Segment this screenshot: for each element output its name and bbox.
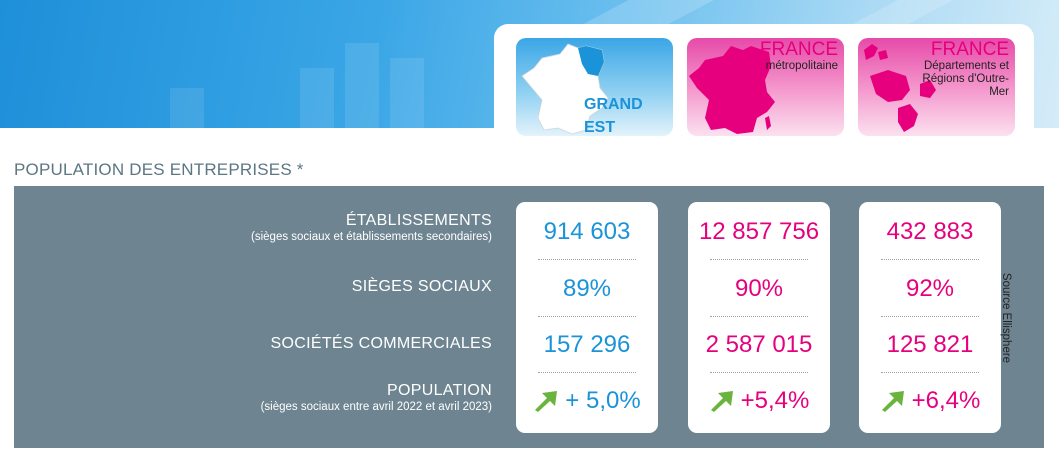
map-subtitle-france-dom: Départements et Régions d'Outre-Mer <box>922 60 1009 98</box>
value-sieges: 89% <box>562 275 612 302</box>
value-card-france-metro: 12 857 756 90% 2 587 015 +5,4% <box>688 202 830 433</box>
arrow-up-right-icon <box>535 391 558 412</box>
row-label-etablissements: ÉTABLISSEMENTS (sièges sociaux et établi… <box>251 212 492 243</box>
divider <box>881 259 979 260</box>
population-trend-value: + 5,0% <box>565 387 641 414</box>
divider <box>881 372 979 373</box>
value-sieges: 92% <box>905 275 955 302</box>
map-subtitle-france-metro: métropolitaine <box>765 60 838 72</box>
value-societes: 2 587 015 <box>705 331 813 358</box>
row-label-sieges: SIÈGES SOCIAUX <box>352 278 492 296</box>
divider <box>538 372 636 373</box>
value-population: +6,4% <box>859 387 1001 419</box>
row-label-text: SIÈGES SOCIAUX <box>351 278 492 295</box>
divider <box>881 316 979 317</box>
map-title-france-dom: FRANCE <box>930 39 1009 60</box>
row-label-subtext: (sièges sociaux entre avril 2022 et avri… <box>260 401 492 413</box>
value-etablissements: 432 883 <box>886 218 974 245</box>
population-trend-value: +6,4% <box>911 387 981 414</box>
row-label-population: POPULATION (sièges sociaux entre avril 2… <box>261 382 492 413</box>
france-map-grand-est-icon <box>521 43 609 135</box>
arrow-up-right-icon <box>710 391 733 412</box>
value-population: +5,4% <box>688 387 830 419</box>
banner-decor-bar <box>345 43 379 128</box>
row-label-text: POPULATION <box>387 382 492 399</box>
map-card-france-metro: FRANCE métropolitaine <box>687 38 844 136</box>
map-card-france-dom: FRANCE Départements et Régions d'Outre-M… <box>858 38 1015 136</box>
map-card-grand-est: GRAND EST <box>516 38 673 136</box>
data-panel: ÉTABLISSEMENTS (sièges sociaux et établi… <box>14 186 1044 448</box>
map-legend-panel: GRAND EST FRANCE métropolitaine FRANCE D… <box>494 24 1034 142</box>
value-sieges: 90% <box>734 275 784 302</box>
divider <box>710 372 808 373</box>
value-societes: 157 296 <box>543 331 631 358</box>
france-map-metro-icon <box>689 46 775 134</box>
section-title: POPULATION DES ENTREPRISES * <box>14 160 304 179</box>
map-label-grand-est: GRAND EST <box>584 96 643 136</box>
divider <box>710 316 808 317</box>
banner-decor-bar <box>390 58 424 128</box>
row-label-subtext: (sièges sociaux et établissements second… <box>251 231 492 243</box>
divider <box>538 259 636 260</box>
map-title-france-metro: FRANCE <box>759 39 838 60</box>
population-trend-value: +5,4% <box>740 387 810 414</box>
value-etablissements: 914 603 <box>543 218 631 245</box>
arrow-up-right-icon <box>881 391 904 412</box>
source-credit: Source Ellisphere <box>1000 272 1012 364</box>
value-card-grand-est: 914 603 89% 157 296 + 5,0% <box>516 202 658 433</box>
divider <box>710 259 808 260</box>
value-card-france-dom: 432 883 92% 125 821 +6,4% <box>859 202 1001 433</box>
dom-islands-map-icon <box>864 44 936 132</box>
row-label-societes: SOCIÉTÉS COMMERCIALES <box>271 335 492 353</box>
divider <box>538 316 636 317</box>
banner-decor-bar <box>170 88 204 128</box>
row-label-text: ÉTABLISSEMENTS <box>345 212 492 229</box>
value-etablissements: 12 857 756 <box>698 218 820 245</box>
row-label-text: SOCIÉTÉS COMMERCIALES <box>270 335 492 352</box>
value-population: + 5,0% <box>516 387 658 419</box>
value-societes: 125 821 <box>886 331 974 358</box>
banner-decor-bar <box>300 68 334 128</box>
